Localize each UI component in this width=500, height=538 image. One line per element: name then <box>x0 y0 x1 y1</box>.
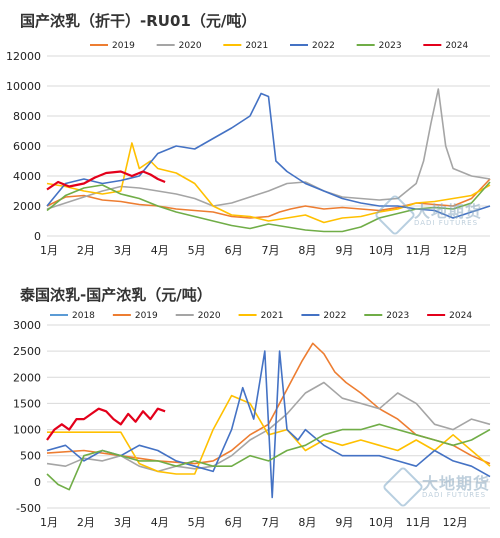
legend-label-2021: 2021 <box>245 41 268 51</box>
series-line-2020 <box>46 88 491 210</box>
chart-1-svg: 0 2000 4000 6000 8000 10000 12000 1月 2月 3月 4月 5月 6月 7… <box>6 41 491 257</box>
legend-label-2018: 2018 <box>72 311 95 321</box>
y-tick-label: -500 <box>16 502 41 515</box>
watermark-logo-1: 大地期货 DADI FUTURES <box>373 193 483 237</box>
x-tick-label: 2月 <box>77 244 95 257</box>
y-tick-label: 0 <box>34 476 41 489</box>
y-tick-label: 10000 <box>6 80 41 93</box>
x-tick-label: 8月 <box>298 244 316 257</box>
x-tick-label: 12月 <box>443 516 468 529</box>
chart-panel-2: 泰国浓乳-国产浓乳（元/吨） -500 0 500 1000 1500 2000 2500 3… <box>0 270 500 538</box>
chart-panel-1: 国产浓乳（折干）-RU01（元/吨） 0 2000 4000 6000 8000 1000… <box>0 0 500 268</box>
logo-text: 大地期货 DADI FUTURES <box>422 473 491 499</box>
x-tick-label: 2月 <box>77 516 95 529</box>
x-tick-label: 12月 <box>443 244 468 257</box>
y-tick-label: 8000 <box>13 110 41 123</box>
series-line-2024 <box>46 170 166 191</box>
legend-label-2020: 2020 <box>198 311 221 321</box>
logo-icon <box>373 193 417 237</box>
legend-label-2020: 2020 <box>179 41 202 51</box>
y-tick-label: 6000 <box>13 140 41 153</box>
series-line-2023 <box>46 181 491 233</box>
x-tick-label: 9月 <box>335 244 353 257</box>
legend-label-2019: 2019 <box>112 41 135 51</box>
chart-title-1: 国产浓乳（折干）-RU01（元/吨） <box>20 12 257 30</box>
y-tick-label: 1000 <box>13 424 41 437</box>
x-tick-label: 7月 <box>262 244 280 257</box>
y-tick-label: 2000 <box>13 371 41 384</box>
legend-label-2022: 2022 <box>312 41 335 51</box>
x-tick-label: 6月 <box>225 244 243 257</box>
y-tick-label: 12000 <box>6 50 41 63</box>
logo-text: 大地期货 DADI FUTURES <box>414 201 483 227</box>
y-tick-label: 2500 <box>13 345 41 358</box>
series-line-2021 <box>46 142 491 224</box>
chart-2-svg: -500 0 500 1000 1500 2000 2500 3000 1月 2月 3月 4月 5月 6月… <box>13 311 491 529</box>
legend-label-2023: 2023 <box>379 41 402 51</box>
x-tick-label: 5月 <box>188 244 206 257</box>
series-line-2024 <box>46 407 166 441</box>
x-tick-label: 9月 <box>335 516 353 529</box>
x-tick-label: 7月 <box>262 516 280 529</box>
legend-label-2024: 2024 <box>449 311 472 321</box>
y-tick-label: 4000 <box>13 170 41 183</box>
x-tick-label: 11月 <box>406 516 431 529</box>
legend-label-2021: 2021 <box>261 311 284 321</box>
x-tick-label: 3月 <box>114 516 132 529</box>
x-tick-label: 3月 <box>114 244 132 257</box>
x-tick-label: 10月 <box>369 244 394 257</box>
x-tick-label: 4月 <box>151 244 169 257</box>
y-tick-label: 500 <box>20 450 41 463</box>
legend-label-2024: 2024 <box>445 41 468 51</box>
y-tick-label: 3000 <box>13 319 41 332</box>
legend-label-2023: 2023 <box>386 311 409 321</box>
y-tick-label: 2000 <box>13 200 41 213</box>
y-tick-label: 1500 <box>13 397 41 410</box>
y-tick-label: 0 <box>34 230 41 243</box>
x-tick-label: 11月 <box>406 244 431 257</box>
series-line-2023 <box>46 423 491 491</box>
x-tick-label: 10月 <box>369 516 394 529</box>
x-tick-label: 6月 <box>225 516 243 529</box>
series-line-2022 <box>46 350 491 499</box>
x-tick-label: 4月 <box>151 516 169 529</box>
logo-icon <box>381 465 425 509</box>
x-tick-label: 5月 <box>188 516 206 529</box>
x-tick-label: 1月 <box>40 244 58 257</box>
chart-title-2: 泰国浓乳-国产浓乳（元/吨） <box>20 286 212 304</box>
legend-label-2022: 2022 <box>323 311 346 321</box>
legend-label-2019: 2019 <box>135 311 158 321</box>
series-line-2022 <box>46 92 491 219</box>
watermark-logo-2: 大地期货 DADI FUTURES <box>381 465 491 509</box>
x-tick-label: 1月 <box>40 516 58 529</box>
x-tick-label: 8月 <box>298 516 316 529</box>
